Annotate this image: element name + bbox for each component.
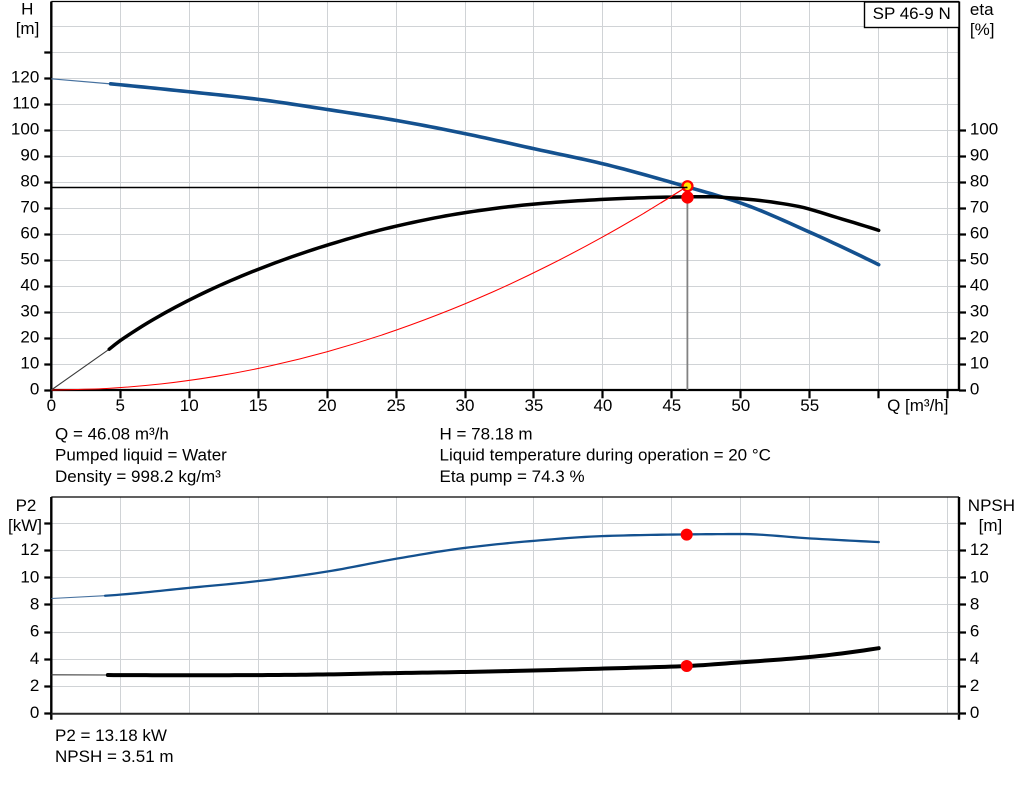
svg-text:70: 70 bbox=[20, 198, 39, 217]
svg-text:90: 90 bbox=[20, 146, 39, 165]
svg-text:[kW]: [kW] bbox=[8, 516, 42, 535]
svg-text:100: 100 bbox=[11, 120, 39, 139]
svg-text:10: 10 bbox=[970, 354, 989, 373]
svg-text:40: 40 bbox=[970, 276, 989, 295]
svg-text:110: 110 bbox=[12, 94, 39, 113]
svg-text:50: 50 bbox=[970, 250, 989, 269]
svg-text:Density = 998.2 kg/m³: Density = 998.2 kg/m³ bbox=[55, 467, 221, 486]
svg-text:12: 12 bbox=[20, 540, 39, 559]
svg-text:50: 50 bbox=[20, 250, 39, 269]
svg-text:0: 0 bbox=[970, 703, 979, 722]
svg-text:60: 60 bbox=[970, 224, 989, 243]
svg-text:Q [m³/h]: Q [m³/h] bbox=[887, 396, 948, 415]
svg-text:2: 2 bbox=[970, 676, 979, 695]
svg-text:[%]: [%] bbox=[970, 20, 995, 39]
svg-text:30: 30 bbox=[20, 302, 39, 321]
svg-text:10: 10 bbox=[180, 396, 199, 415]
svg-text:P2 = 13.18 kW: P2 = 13.18 kW bbox=[55, 726, 167, 745]
svg-text:Pumped liquid = Water: Pumped liquid = Water bbox=[55, 446, 227, 465]
svg-text:SP 46-9 N: SP 46-9 N bbox=[873, 4, 951, 23]
svg-text:50: 50 bbox=[731, 396, 750, 415]
svg-text:6: 6 bbox=[970, 622, 979, 641]
svg-text:60: 60 bbox=[20, 224, 39, 243]
svg-text:30: 30 bbox=[970, 302, 989, 321]
svg-text:10: 10 bbox=[20, 567, 39, 586]
svg-text:80: 80 bbox=[970, 172, 989, 191]
svg-text:10: 10 bbox=[20, 354, 39, 373]
svg-text:[m]: [m] bbox=[979, 516, 1003, 535]
svg-text:20: 20 bbox=[20, 328, 39, 347]
svg-text:P2: P2 bbox=[16, 496, 37, 515]
svg-text:120: 120 bbox=[11, 68, 39, 87]
svg-text:NPSH: NPSH bbox=[968, 496, 1015, 515]
svg-text:15: 15 bbox=[249, 396, 268, 415]
svg-text:5: 5 bbox=[115, 396, 124, 415]
svg-text:4: 4 bbox=[30, 649, 39, 668]
svg-text:8: 8 bbox=[30, 595, 39, 614]
svg-text:[m]: [m] bbox=[16, 19, 40, 38]
svg-text:H = 78.18 m: H = 78.18 m bbox=[440, 425, 533, 444]
svg-text:4: 4 bbox=[970, 649, 979, 668]
svg-text:0: 0 bbox=[30, 703, 39, 722]
svg-text:2: 2 bbox=[30, 676, 39, 695]
svg-text:90: 90 bbox=[970, 146, 989, 165]
svg-text:eta: eta bbox=[970, 0, 994, 19]
svg-text:20: 20 bbox=[970, 328, 989, 347]
svg-text:20: 20 bbox=[318, 396, 337, 415]
svg-text:0: 0 bbox=[970, 380, 979, 399]
svg-text:25: 25 bbox=[387, 396, 406, 415]
svg-text:8: 8 bbox=[970, 595, 979, 614]
svg-text:40: 40 bbox=[20, 276, 39, 295]
svg-text:H: H bbox=[21, 0, 33, 19]
svg-text:Eta pump = 74.3 %: Eta pump = 74.3 % bbox=[440, 467, 585, 486]
svg-text:80: 80 bbox=[20, 172, 39, 191]
svg-text:NPSH = 3.51 m: NPSH = 3.51 m bbox=[55, 747, 174, 766]
svg-text:0: 0 bbox=[47, 396, 56, 415]
svg-text:10: 10 bbox=[970, 567, 989, 586]
svg-text:45: 45 bbox=[662, 396, 681, 415]
svg-text:55: 55 bbox=[800, 396, 819, 415]
svg-text:6: 6 bbox=[30, 622, 39, 641]
svg-text:12: 12 bbox=[970, 540, 989, 559]
svg-text:35: 35 bbox=[524, 396, 543, 415]
svg-text:0: 0 bbox=[30, 380, 39, 399]
svg-text:Q = 46.08 m³/h: Q = 46.08 m³/h bbox=[55, 425, 169, 444]
svg-text:70: 70 bbox=[970, 198, 989, 217]
svg-text:100: 100 bbox=[970, 120, 998, 139]
svg-text:Liquid temperature during oper: Liquid temperature during operation = 20… bbox=[440, 446, 771, 465]
svg-text:40: 40 bbox=[593, 396, 612, 415]
svg-text:30: 30 bbox=[456, 396, 475, 415]
